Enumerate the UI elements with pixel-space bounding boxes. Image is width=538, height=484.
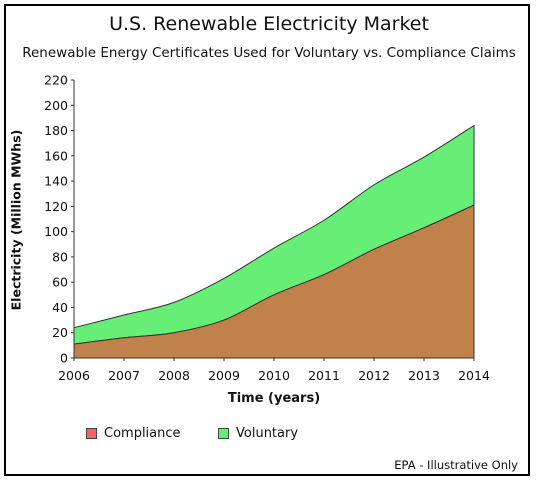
footnote: EPA - Illustrative Only xyxy=(394,458,518,472)
x-axis-label: Time (years) xyxy=(227,391,321,406)
chart-subtitle: Renewable Energy Certificates Used for V… xyxy=(22,45,516,61)
y-tick-label: 80 xyxy=(52,249,68,264)
x-tick-labels: 2006 2007 2008 2009 2010 2011 2012 2013 2014 xyxy=(58,368,490,383)
y-tick-label: 20 xyxy=(52,325,68,340)
y-tick-label: 60 xyxy=(52,275,68,290)
legend-item-compliance[interactable]: Compliance xyxy=(86,426,181,441)
y-tick-label: 140 xyxy=(44,174,68,189)
y-tick-label: 100 xyxy=(44,224,68,239)
x-tick-label: 2011 xyxy=(308,368,340,383)
legend-swatch-voluntary xyxy=(218,428,229,439)
area-layer xyxy=(73,124,475,359)
y-tick-label: 180 xyxy=(44,123,68,138)
legend-label-voluntary: Voluntary xyxy=(236,426,299,441)
y-tick-labels: 0 20 40 60 80 100 120 140 160 180 200 220 xyxy=(44,73,68,366)
y-tick-label: 220 xyxy=(44,73,68,88)
y-tick-label: 200 xyxy=(44,98,68,113)
x-tick-label: 2010 xyxy=(258,368,290,383)
x-tick-label: 2009 xyxy=(208,368,240,383)
chart-title: U.S. Renewable Electricity Market xyxy=(109,13,429,35)
y-tick-label: 0 xyxy=(60,351,68,366)
legend-swatch-compliance xyxy=(86,428,97,439)
y-tick-label: 120 xyxy=(44,199,68,214)
legend-label-compliance: Compliance xyxy=(104,426,181,441)
x-tick-label: 2008 xyxy=(158,368,190,383)
x-tick-label: 2007 xyxy=(108,368,140,383)
x-tick-label: 2006 xyxy=(58,368,90,383)
x-tick-label: 2014 xyxy=(458,368,490,383)
y-tick-label: 40 xyxy=(52,300,68,315)
x-tick-label: 2013 xyxy=(408,368,440,383)
y-tick-label: 160 xyxy=(44,148,68,163)
axes-layer xyxy=(71,79,475,361)
legend-item-voluntary[interactable]: Voluntary xyxy=(218,426,298,441)
x-tick-label: 2012 xyxy=(358,368,390,383)
area-compliance xyxy=(73,204,475,359)
legend: Compliance Voluntary xyxy=(0,426,538,446)
